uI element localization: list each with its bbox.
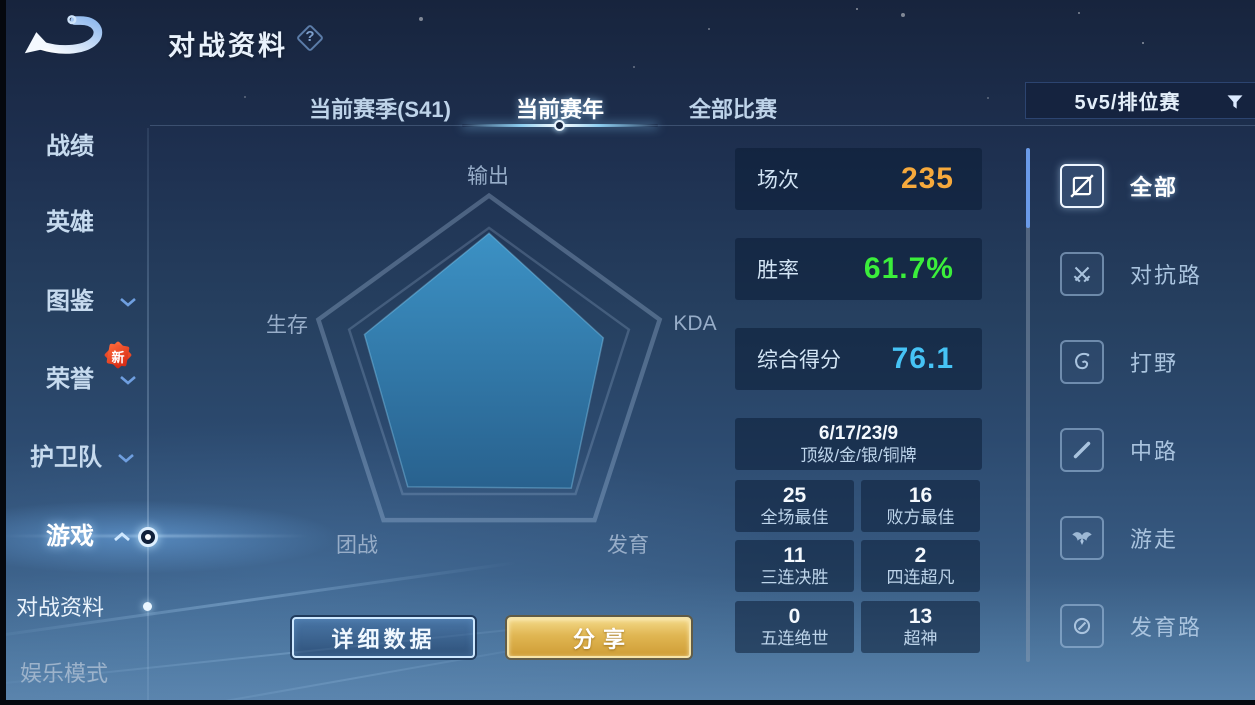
stat-row-score: 综合得分 76.1 xyxy=(735,328,982,390)
lane-scrollbar-track xyxy=(1026,150,1030,662)
medal-counts: 6/17/23/9 xyxy=(818,423,899,444)
page-title: 对战资料 xyxy=(168,31,288,61)
screen-edge xyxy=(0,700,1255,705)
roam-icon xyxy=(1060,516,1104,560)
lane-filter-farm[interactable]: 发育路 xyxy=(1060,602,1255,650)
back-button[interactable] xyxy=(20,10,116,60)
tab-current-season[interactable]: 当前赛季(S41) xyxy=(309,97,451,122)
lane-filter-clash[interactable]: 对抗路 xyxy=(1060,250,1255,298)
lane-filter-all[interactable]: 全部 xyxy=(1060,162,1255,210)
stat-value: 235 xyxy=(900,162,954,195)
radar-inner-ring xyxy=(347,226,631,496)
radar-axis-farming: 发育 xyxy=(607,534,649,557)
radar-axis-survival: 生存 xyxy=(266,314,308,337)
mid-lane-icon xyxy=(1060,428,1104,472)
chevron-down-icon xyxy=(118,454,134,463)
stat-cell-losing-mvp: 16 败方最佳 xyxy=(861,480,980,532)
tab-all-matches[interactable]: 全部比赛 xyxy=(688,97,777,122)
radar-outer-ring xyxy=(315,192,663,523)
mode-filter-dropdown[interactable]: 5v5/排位赛 xyxy=(1025,82,1255,119)
detail-data-button[interactable]: 详细数据 xyxy=(292,617,475,658)
sidebar-item-fun-modes[interactable]: 娱乐模式 xyxy=(20,661,109,686)
current-page-dot xyxy=(143,602,152,611)
chevron-down-icon xyxy=(120,376,136,385)
medal-label: 顶级/金/银/铜牌 xyxy=(800,446,917,465)
tab-current-year[interactable]: 当前赛年 xyxy=(515,97,604,122)
active-nav-glow xyxy=(0,500,340,574)
radar-chart xyxy=(315,192,663,523)
radar-axis-output: 输出 xyxy=(467,165,509,188)
lane-filter-mid[interactable]: 中路 xyxy=(1060,426,1255,474)
stat-cell-mvp: 25 全场最佳 xyxy=(735,480,854,532)
all-lanes-icon xyxy=(1060,164,1104,208)
sidebar-item-guard-team[interactable]: 护卫队 xyxy=(30,444,102,471)
radar-data-polygon xyxy=(363,232,605,489)
chevron-down-icon xyxy=(120,298,136,307)
stat-label: 胜率 xyxy=(757,259,799,282)
back-arrow-icon xyxy=(24,15,103,54)
new-badge: 新 xyxy=(103,340,133,370)
clash-lane-icon xyxy=(1060,252,1104,296)
farm-lane-icon xyxy=(1060,604,1104,648)
share-button[interactable]: 分享 xyxy=(507,617,691,658)
stat-cell-penta-win: 0 五连绝世 xyxy=(735,601,854,653)
active-section-indicator xyxy=(138,527,158,547)
sidebar-item-collection[interactable]: 图鉴 xyxy=(46,288,94,315)
stat-value: 76.1 xyxy=(891,342,954,375)
chevron-up-icon xyxy=(114,532,130,542)
radar-axis-teamfight: 团战 xyxy=(336,534,378,557)
sidebar-item-battle-stats[interactable]: 对战资料 xyxy=(16,595,105,620)
active-tab-dot xyxy=(554,120,565,131)
stat-label: 综合得分 xyxy=(757,349,841,372)
lane-scrollbar-thumb[interactable] xyxy=(1026,148,1030,228)
sidebar-divider xyxy=(147,128,149,700)
medal-summary: 6/17/23/9 顶级/金/银/铜牌 xyxy=(735,418,982,470)
radar-axis-kda: KDA xyxy=(673,312,717,335)
sidebar-item-records[interactable]: 战绩 xyxy=(46,133,94,160)
stat-cell-legendary: 13 超神 xyxy=(861,601,980,653)
stat-row-matches: 场次 235 xyxy=(735,148,982,210)
lane-filter-jungle[interactable]: 打野 xyxy=(1060,338,1255,386)
sidebar-item-honor[interactable]: 荣誉 xyxy=(46,366,94,393)
mode-filter-value: 5v5/排位赛 xyxy=(1074,92,1181,114)
stat-cell-triple-win: 11 三连决胜 xyxy=(735,540,854,592)
help-icon[interactable]: ? xyxy=(294,22,326,54)
jungle-icon xyxy=(1060,340,1104,384)
question-mark: ? xyxy=(305,28,315,45)
stat-value: 61.7% xyxy=(863,252,954,285)
screen-edge xyxy=(0,0,6,705)
sidebar-item-heroes[interactable]: 英雄 xyxy=(46,209,94,236)
funnel-filter-icon xyxy=(1227,95,1243,109)
lane-filter-roam[interactable]: 游走 xyxy=(1060,514,1255,562)
sidebar-item-game[interactable]: 游戏 xyxy=(46,523,94,550)
stat-row-winrate: 胜率 61.7% xyxy=(735,238,982,300)
stat-cell-quadra-win: 2 四连超凡 xyxy=(861,540,980,592)
tab-divider xyxy=(150,125,1255,126)
stat-label: 场次 xyxy=(757,169,799,192)
